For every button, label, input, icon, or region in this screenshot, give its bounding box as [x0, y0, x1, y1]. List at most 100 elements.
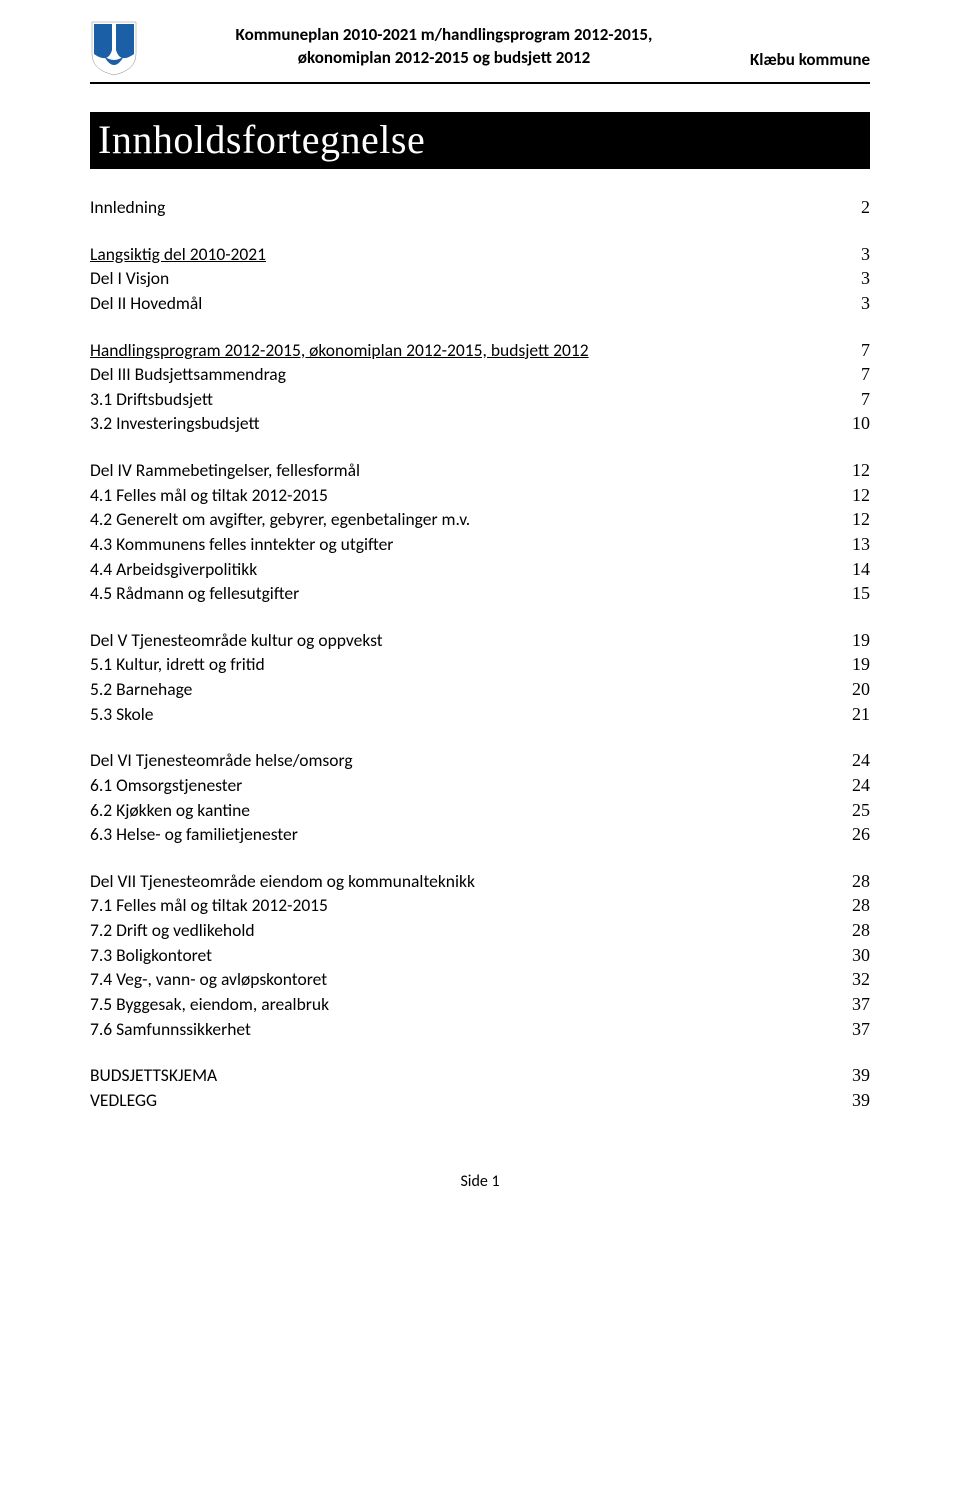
toc-page-number: 25 [822, 798, 870, 822]
toc-label: 4.3 Kommunens felles inntekter og utgift… [90, 533, 822, 557]
toc-label: 6.1 Omsorgstjenester [90, 774, 822, 798]
toc-page-number: 28 [822, 893, 870, 917]
toc-label: Handlingsprogram 2012-2015, økonomiplan … [90, 339, 822, 363]
toc-row: Del VII Tjenesteområde eiendom og kommun… [90, 869, 870, 894]
toc-row: Del I Visjon3 [90, 266, 870, 291]
toc-page-number: 26 [822, 822, 870, 846]
toc-page-number: 7 [822, 338, 870, 362]
toc-label: Del VI Tjenesteområde helse/omsorg [90, 749, 822, 773]
toc-row: 3.1 Driftsbudsjett7 [90, 387, 870, 412]
toc-label: 4.2 Generelt om avgifter, gebyrer, egenb… [90, 508, 822, 532]
toc-row: 7.4 Veg-, vann- og avløpskontoret32 [90, 967, 870, 992]
toc-page-number: 7 [822, 362, 870, 386]
toc-row: 4.4 Arbeidsgiverpolitikk14 [90, 557, 870, 582]
toc-page-number: 32 [822, 967, 870, 991]
table-of-contents: Innledning2Langsiktig del 2010-20213Del … [90, 195, 870, 1112]
toc-row: Langsiktig del 2010-20213 [90, 242, 870, 267]
toc-page-number: 24 [822, 748, 870, 772]
toc-page-number: 2 [822, 195, 870, 219]
toc-label: Del III Budsjettsammendrag [90, 363, 822, 387]
toc-row: 4.3 Kommunens felles inntekter og utgift… [90, 532, 870, 557]
toc-page-number: 21 [822, 702, 870, 726]
toc-page-number: 15 [822, 581, 870, 605]
toc-label: Del II Hovedmål [90, 292, 822, 316]
toc-label: 3.1 Driftsbudsjett [90, 388, 822, 412]
toc-page-number: 37 [822, 992, 870, 1016]
toc-label: 4.1 Felles mål og tiltak 2012-2015 [90, 484, 822, 508]
toc-row: 6.3 Helse- og familietjenester26 [90, 822, 870, 847]
toc-page-number: 39 [822, 1063, 870, 1087]
toc-gap [90, 220, 870, 242]
toc-row: BUDSJETTSKJEMA39 [90, 1063, 870, 1088]
toc-row: 5.2 Barnehage20 [90, 677, 870, 702]
toc-page-number: 7 [822, 387, 870, 411]
toc-page-number: 19 [822, 652, 870, 676]
municipality-logo [90, 20, 138, 76]
toc-label: 5.3 Skole [90, 703, 822, 727]
toc-page-number: 3 [822, 266, 870, 290]
toc-label: Del I Visjon [90, 267, 822, 291]
page-header: Kommuneplan 2010-2021 m/handlingsprogram… [90, 20, 870, 84]
toc-row: Del III Budsjettsammendrag7 [90, 362, 870, 387]
toc-label: 5.2 Barnehage [90, 678, 822, 702]
toc-page-number: 28 [822, 869, 870, 893]
toc-row: Del II Hovedmål3 [90, 291, 870, 316]
toc-row: Innledning2 [90, 195, 870, 220]
toc-label: 6.3 Helse- og familietjenester [90, 823, 822, 847]
toc-label: 7.5 Byggesak, eiendom, arealbruk [90, 993, 822, 1017]
toc-page-number: 24 [822, 773, 870, 797]
toc-row: Del V Tjenesteområde kultur og oppvekst1… [90, 628, 870, 653]
toc-row: 4.2 Generelt om avgifter, gebyrer, egenb… [90, 507, 870, 532]
page-title-bar: Innholdsfortegnelse [90, 112, 870, 169]
page-footer: Side 1 [90, 1172, 870, 1191]
toc-page-number: 14 [822, 557, 870, 581]
toc-label: 5.1 Kultur, idrett og fritid [90, 653, 822, 677]
toc-row: 4.5 Rådmann og fellesutgifter15 [90, 581, 870, 606]
toc-page-number: 12 [822, 483, 870, 507]
toc-label: 7.4 Veg-, vann- og avløpskontoret [90, 968, 822, 992]
toc-gap [90, 606, 870, 628]
toc-row: 6.2 Kjøkken og kantine25 [90, 798, 870, 823]
toc-row: Del VI Tjenesteområde helse/omsorg24 [90, 748, 870, 773]
toc-page-number: 19 [822, 628, 870, 652]
toc-label: Innledning [90, 196, 822, 220]
toc-page-number: 13 [822, 532, 870, 556]
toc-row: 3.2 Investeringsbudsjett10 [90, 411, 870, 436]
toc-gap [90, 316, 870, 338]
header-title: Kommuneplan 2010-2021 m/handlingsprogram… [154, 20, 734, 70]
header-title-line1: Kommuneplan 2010-2021 m/handlingsprogram… [154, 24, 734, 47]
toc-label: 6.2 Kjøkken og kantine [90, 799, 822, 823]
toc-label: Del IV Rammebetingelser, fellesformål [90, 459, 822, 483]
toc-label: 4.5 Rådmann og fellesutgifter [90, 582, 822, 606]
toc-page-number: 20 [822, 677, 870, 701]
toc-row: 5.1 Kultur, idrett og fritid19 [90, 652, 870, 677]
toc-row: 6.1 Omsorgstjenester24 [90, 773, 870, 798]
header-title-line2: økonomiplan 2012-2015 og budsjett 2012 [154, 47, 734, 70]
toc-gap [90, 726, 870, 748]
toc-label: Del VII Tjenesteområde eiendom og kommun… [90, 870, 822, 894]
toc-page-number: 28 [822, 918, 870, 942]
toc-page-number: 10 [822, 411, 870, 435]
toc-page-number: 3 [822, 242, 870, 266]
document-page: Kommuneplan 2010-2021 m/handlingsprogram… [0, 0, 960, 1493]
toc-label: 7.6 Samfunnssikkerhet [90, 1018, 822, 1042]
toc-row: 5.3 Skole21 [90, 702, 870, 727]
toc-label: VEDLEGG [90, 1089, 822, 1113]
toc-row: 4.1 Felles mål og tiltak 2012-201512 [90, 483, 870, 508]
toc-row: 7.1 Felles mål og tiltak 2012-201528 [90, 893, 870, 918]
toc-label: 7.1 Felles mål og tiltak 2012-2015 [90, 894, 822, 918]
toc-page-number: 39 [822, 1088, 870, 1112]
toc-label: Del V Tjenesteområde kultur og oppvekst [90, 629, 822, 653]
toc-row: 7.2 Drift og vedlikehold28 [90, 918, 870, 943]
toc-page-number: 3 [822, 291, 870, 315]
toc-page-number: 12 [822, 507, 870, 531]
toc-label: 4.4 Arbeidsgiverpolitikk [90, 558, 822, 582]
toc-row: Del IV Rammebetingelser, fellesformål12 [90, 458, 870, 483]
toc-row: Handlingsprogram 2012-2015, økonomiplan … [90, 338, 870, 363]
toc-row: 7.6 Samfunnssikkerhet37 [90, 1017, 870, 1042]
toc-page-number: 12 [822, 458, 870, 482]
toc-label: Langsiktig del 2010-2021 [90, 243, 822, 267]
header-municipality: Klæbu kommune [750, 49, 870, 76]
toc-row: 7.3 Boligkontoret30 [90, 943, 870, 968]
toc-row: 7.5 Byggesak, eiendom, arealbruk37 [90, 992, 870, 1017]
